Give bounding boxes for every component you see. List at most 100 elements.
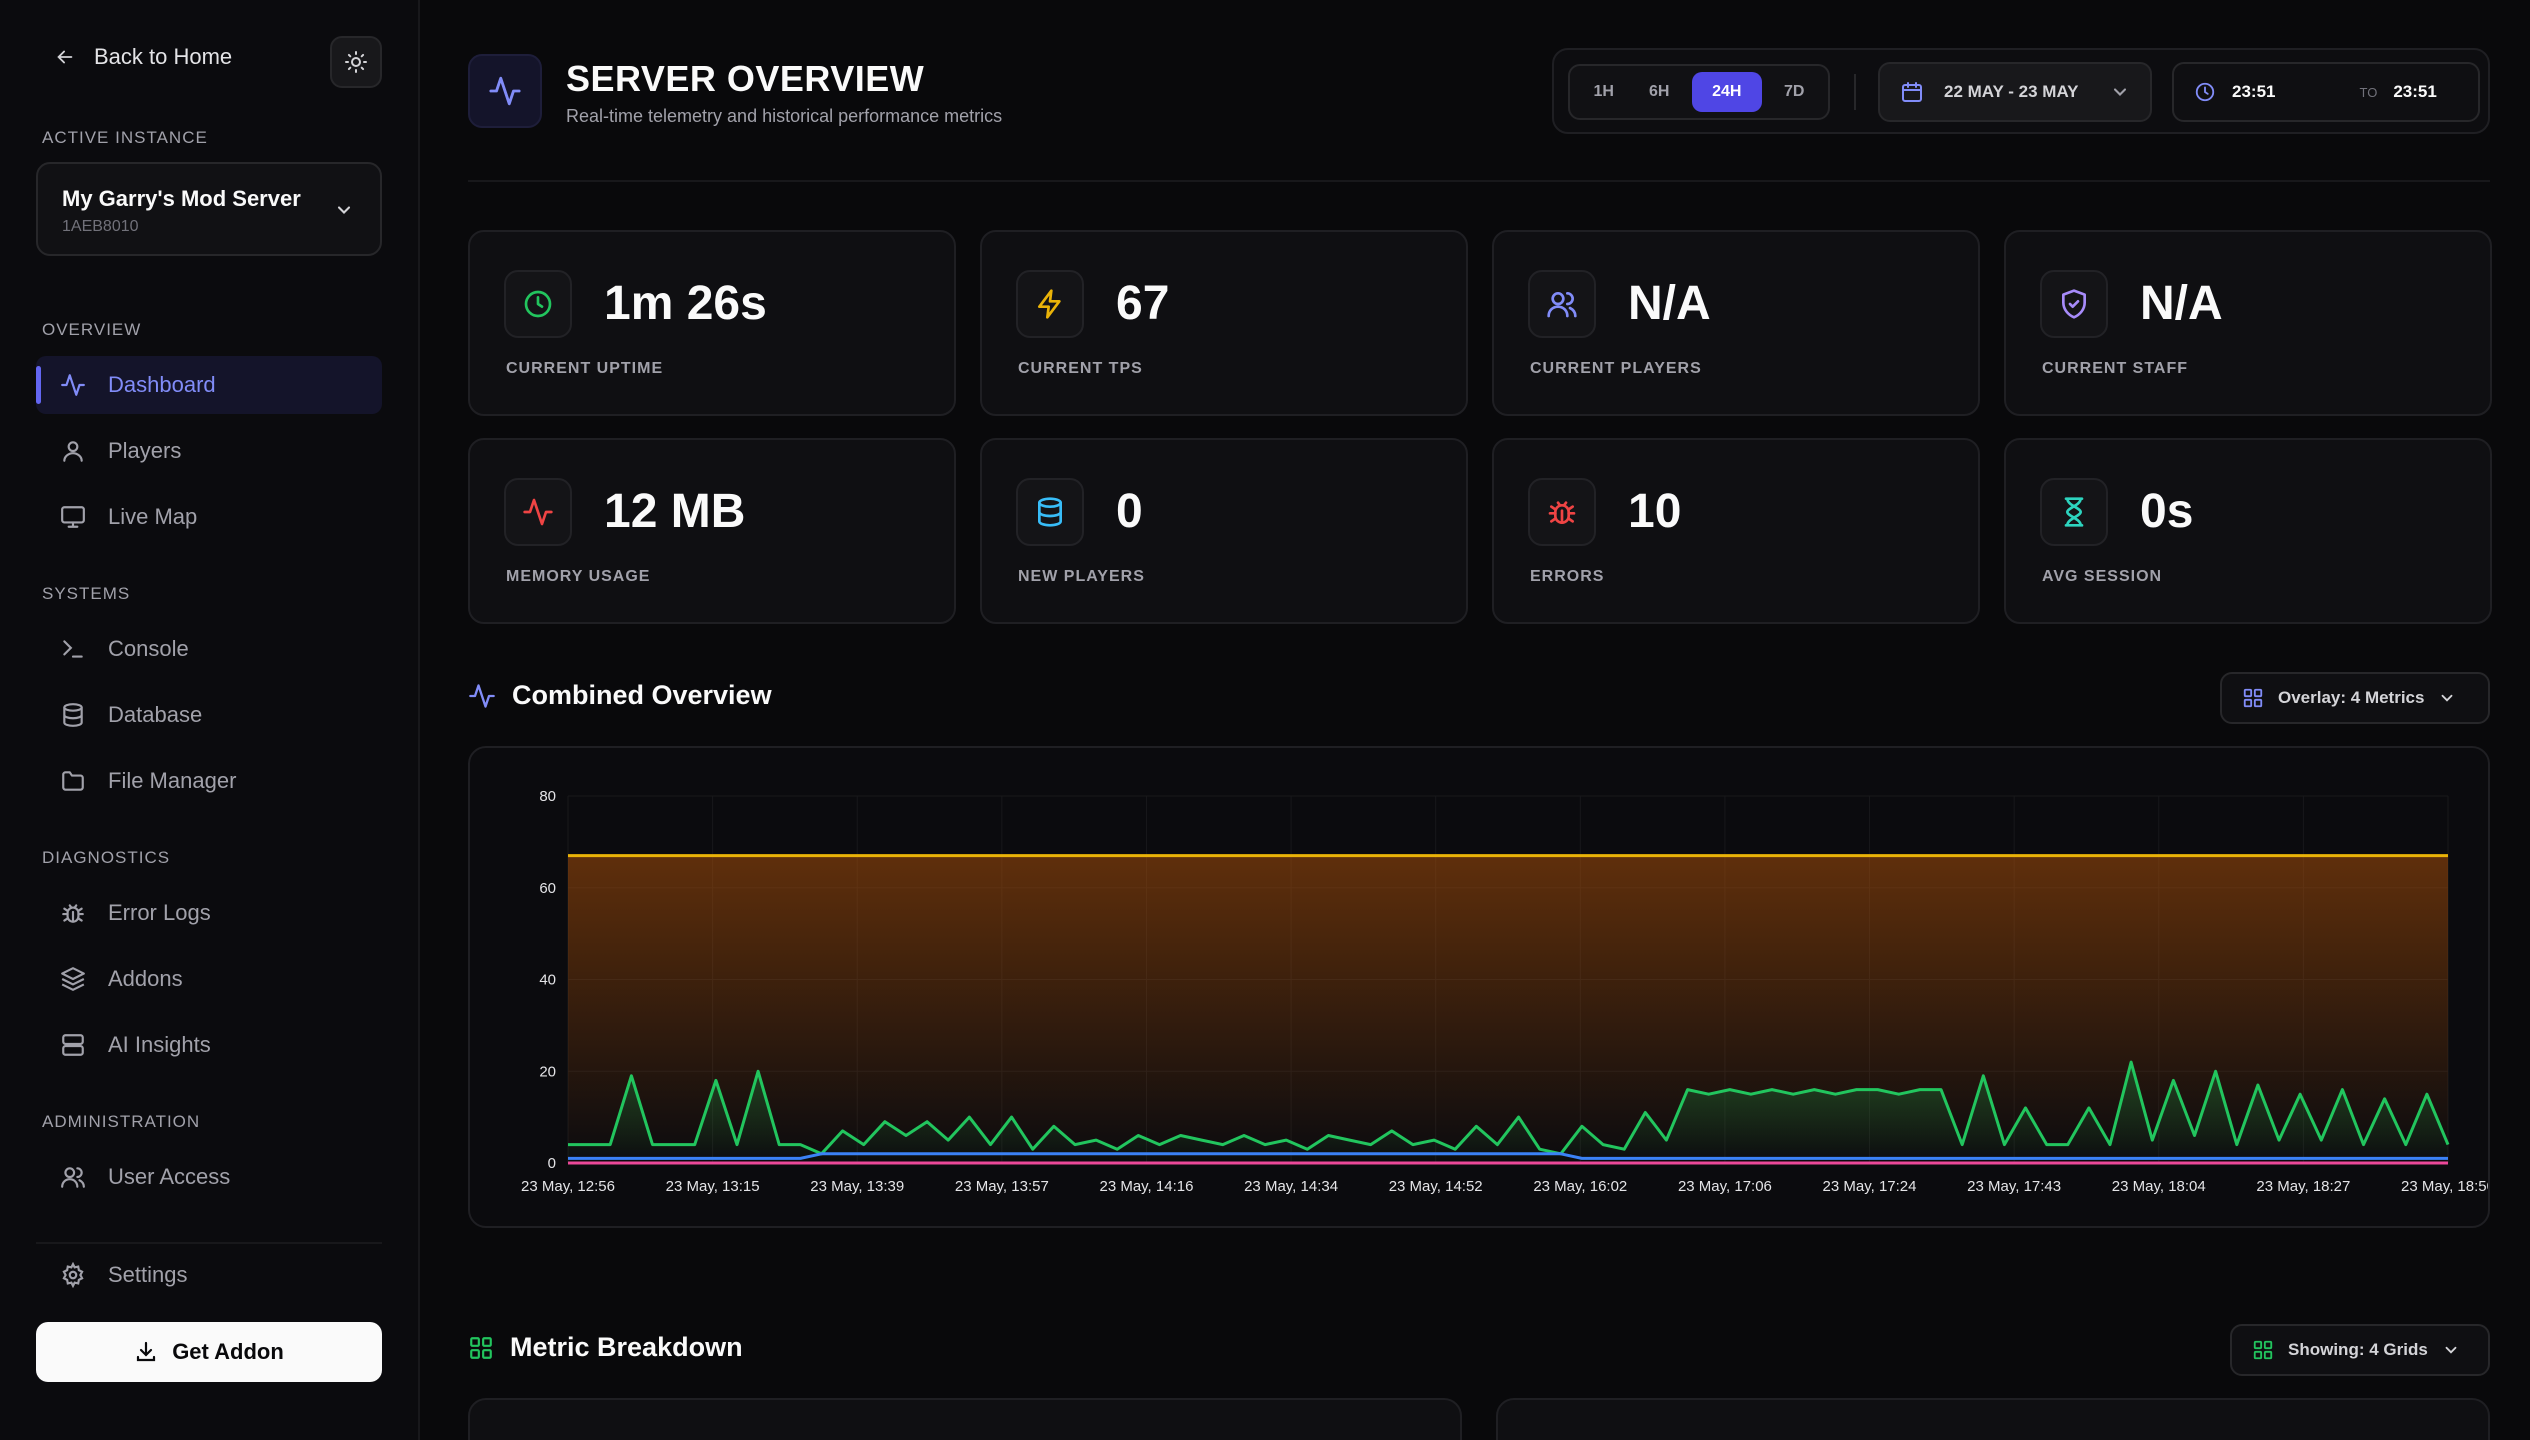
calendar-icon — [1902, 82, 1922, 102]
stat-value: 0 — [1116, 485, 1143, 538]
clock-icon — [524, 290, 552, 318]
stat-value: 0s — [2140, 485, 2194, 538]
stat-icon-badge — [2040, 478, 2108, 546]
hourglass-icon — [2064, 497, 2084, 527]
controls-divider — [1854, 74, 1856, 110]
grid-icon — [470, 1336, 492, 1359]
time-to-value[interactable]: 23:51 — [2393, 82, 2437, 101]
sidebar-divider — [36, 1242, 382, 1244]
get-addon-button[interactable]: Get Addon — [36, 1322, 382, 1382]
sidebar-item-label: Addons — [108, 966, 183, 991]
chart-xtick-label: 23 May, 18:50 — [2401, 1178, 2490, 1195]
stat-value: 10 — [1628, 485, 1682, 538]
stat-card-current-staff: N/A CURRENT STAFF — [2004, 230, 2492, 416]
overlay-metrics-dropdown[interactable]: Overlay: 4 Metrics — [2220, 672, 2490, 724]
monitor-icon — [61, 506, 85, 528]
sidebar-item-user-access[interactable]: User Access — [36, 1148, 382, 1206]
stat-icon-badge — [1528, 270, 1596, 338]
range-button-24h[interactable]: 24H — [1691, 72, 1762, 112]
instance-name: My Garry's Mod Server — [62, 186, 301, 211]
metric-breakdown-header: Metric Breakdown — [468, 1332, 743, 1363]
breakdown-card-2 — [1496, 1398, 2490, 1440]
sidebar-item-label: Live Map — [108, 504, 198, 529]
shield-icon — [2062, 289, 2086, 319]
instance-selector[interactable]: My Garry's Mod Server 1AEB8010 — [36, 162, 382, 256]
stat-icon-badge — [1016, 478, 1084, 546]
section-diagnostics-label: DIAGNOSTICS — [42, 848, 171, 867]
sidebar-item-addons[interactable]: Addons — [36, 950, 382, 1008]
back-to-home-label: Back to Home — [94, 44, 233, 69]
stat-icon-badge — [1016, 270, 1084, 338]
sidebar-item-label: Settings — [108, 1262, 188, 1287]
chart-xtick-label: 23 May, 14:16 — [1099, 1178, 1193, 1195]
grid-icon — [2253, 1340, 2273, 1360]
sidebar-item-settings[interactable]: Settings — [36, 1246, 382, 1304]
range-selector: 1H 6H 24H 7D — [1568, 64, 1830, 120]
sidebar-item-live-map[interactable]: Live Map — [36, 488, 382, 546]
stat-value: N/A — [2140, 277, 2223, 330]
stat-value: 12 MB — [604, 485, 746, 538]
time-from-value[interactable]: 23:51 — [2232, 82, 2276, 101]
chart-xtick-label: 23 May, 18:04 — [2112, 1178, 2206, 1195]
activity-icon — [489, 76, 521, 106]
stat-card-current-tps: 67 CURRENT TPS — [980, 230, 1468, 416]
stat-card-memory-usage: 12 MB MEMORY USAGE — [468, 438, 956, 624]
arrow-left-icon — [57, 50, 73, 64]
theme-toggle-button[interactable] — [330, 36, 382, 88]
range-button-7d[interactable]: 7D — [1784, 83, 1805, 100]
sidebar-item-ai-insights[interactable]: AI Insights — [36, 1016, 382, 1074]
range-button-6h[interactable]: 6H — [1649, 83, 1670, 100]
back-to-home-link[interactable]: Back to Home — [54, 44, 232, 70]
server-icon — [62, 1034, 84, 1056]
activity-icon — [469, 683, 495, 708]
header-divider — [468, 180, 2490, 182]
sidebar-item-console[interactable]: Console — [36, 620, 382, 678]
chevron-down-icon — [2445, 1346, 2457, 1354]
overlay-metrics-label: Overlay: 4 Metrics — [2278, 688, 2425, 707]
sidebar-item-label: Players — [108, 438, 182, 463]
bug-icon — [62, 904, 84, 923]
sidebar: Back to Home ACTIVE INSTANCE My Garry's … — [0, 0, 420, 1440]
chevron-down-icon — [2113, 88, 2127, 96]
database-icon — [1038, 497, 1062, 527]
get-addon-label: Get Addon — [172, 1339, 284, 1364]
grid-icon — [2243, 688, 2263, 708]
chart-xtick-label: 23 May, 12:56 — [521, 1178, 615, 1195]
sidebar-item-label: AI Insights — [108, 1032, 211, 1057]
date-range-picker[interactable]: 22 MAY - 23 MAY — [1878, 62, 2152, 122]
range-button-1h[interactable]: 1H — [1593, 83, 1614, 100]
grid-count-dropdown[interactable]: Showing: 4 Grids — [2230, 1324, 2490, 1376]
combined-overview-chart[interactable]: 0 20 40 60 80 23 May, 12:56 23 May, 13:15 23 M… — [468, 746, 2490, 1228]
chart-xtick-label: 23 May, 18:27 — [2256, 1178, 2350, 1195]
stat-value: N/A — [1628, 277, 1711, 330]
sidebar-item-dashboard[interactable]: Dashboard — [36, 356, 382, 414]
activity-icon — [523, 498, 553, 526]
users-icon — [61, 1167, 85, 1188]
time-range-picker[interactable]: 23:51 TO 23:51 — [2172, 62, 2480, 122]
sidebar-item-error-logs[interactable]: Error Logs — [36, 884, 382, 942]
stat-label: ERRORS — [1530, 568, 1605, 585]
sidebar-item-label: User Access — [108, 1164, 231, 1189]
stat-icon-badge — [1528, 478, 1596, 546]
chart-ytick-label: 60 — [539, 880, 556, 897]
chart-xtick-label: 23 May, 16:02 — [1533, 1178, 1627, 1195]
combined-overview-title: Combined Overview — [512, 680, 772, 710]
chevron-down-icon — [337, 206, 351, 214]
stat-card-new-players: 0 NEW PLAYERS — [980, 438, 1468, 624]
user-icon — [63, 441, 83, 462]
sidebar-item-file-manager[interactable]: File Manager — [36, 752, 382, 810]
terminal-icon — [63, 640, 83, 658]
stat-card-current-uptime: 1m 26s CURRENT UPTIME — [468, 230, 956, 416]
sidebar-item-players[interactable]: Players — [36, 422, 382, 480]
page-title: SERVER OVERVIEW — [566, 58, 925, 99]
chart-series-line-2 — [568, 1152, 2448, 1160]
download-icon — [137, 1341, 156, 1362]
chart-xtick-label: 23 May, 14:34 — [1244, 1178, 1338, 1195]
chevron-down-icon — [2442, 694, 2453, 702]
chart-series-area-1 — [568, 1062, 2448, 1163]
stat-label: CURRENT PLAYERS — [1530, 360, 1702, 377]
stat-icon-badge — [2040, 270, 2108, 338]
bug-icon — [1548, 501, 1576, 524]
stat-label: AVG SESSION — [2042, 568, 2163, 585]
sidebar-item-database[interactable]: Database — [36, 686, 382, 744]
